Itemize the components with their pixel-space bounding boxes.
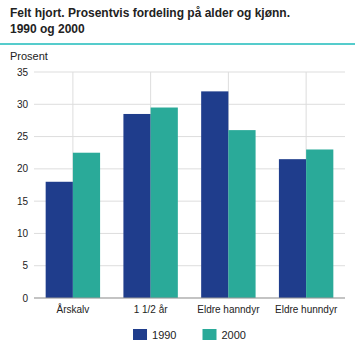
y-tick-label: 20 (17, 163, 29, 174)
legend-item: 1990 (133, 329, 176, 341)
y-tick-label: 15 (17, 196, 29, 207)
legend-item: 2000 (203, 329, 246, 341)
bar (201, 91, 228, 298)
title-separator (0, 43, 355, 45)
legend-swatch (133, 329, 147, 340)
y-tick-label: 30 (17, 99, 29, 110)
bar (123, 114, 150, 298)
x-tick-label: Eldre hunndyr (275, 304, 338, 315)
y-grid-line (34, 72, 345, 73)
y-tick-label: 25 (17, 131, 29, 142)
x-tick-label: Årskalv (56, 303, 89, 315)
y-ticks: 0 5 10 15 20 25 30 35 (17, 67, 29, 304)
bar (46, 182, 73, 298)
bar (306, 149, 333, 298)
bars (46, 91, 334, 298)
x-tick-label: 1 1/2 år (134, 304, 169, 315)
bar (151, 108, 178, 298)
x-ticks: Årskalv 1 1/2 år Eldre hanndyr Eldre hunndy… (56, 303, 337, 315)
y-tick-label: 5 (22, 260, 28, 271)
legend-label: 2000 (222, 329, 246, 341)
chart-svg: Felt hjort. Prosentvis fordeling på alde… (0, 0, 355, 361)
y-axis-label: Prosent (10, 50, 48, 62)
bar (73, 153, 100, 298)
grid (34, 72, 345, 298)
legend-swatch (203, 329, 217, 340)
x-axis-line (34, 298, 345, 299)
y-grid-line (34, 104, 345, 105)
chart-container: Felt hjort. Prosentvis fordeling på alde… (0, 0, 355, 361)
x-tick-label: Eldre hanndyr (197, 304, 260, 315)
y-tick-label: 0 (22, 293, 28, 304)
y-tick-label: 35 (17, 67, 29, 78)
legend-label: 1990 (152, 329, 176, 341)
y-grid-line (34, 136, 345, 137)
subtitle: 1990 og 2000 (10, 22, 85, 36)
bar (228, 130, 255, 298)
legend: 1990 2000 (133, 329, 246, 341)
title: Felt hjort. Prosentvis fordeling på alde… (10, 6, 290, 20)
y-grid-line (34, 298, 345, 299)
y-tick-label: 10 (17, 228, 29, 239)
bar (279, 159, 306, 298)
